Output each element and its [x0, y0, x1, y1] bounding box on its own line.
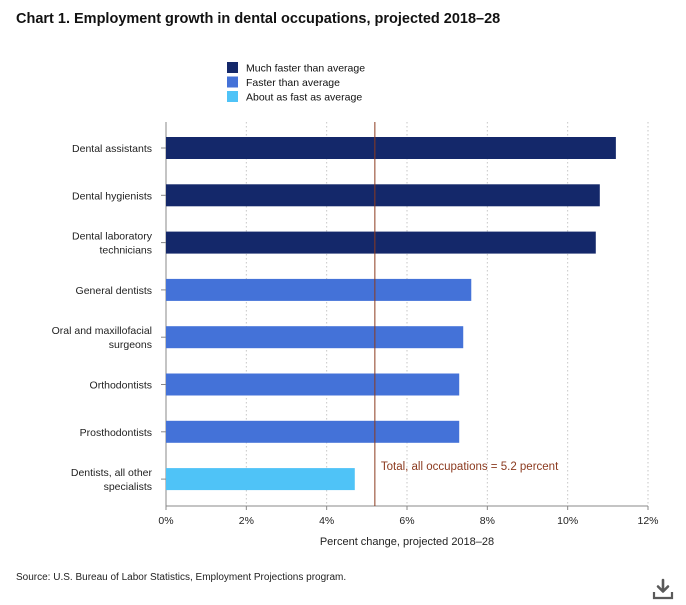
legend-label-3: About as fast as average [246, 92, 362, 104]
legend-label-2: Faster than average [246, 77, 340, 89]
x-tick-label-7: 12% [637, 515, 658, 527]
category-label-5-line-2: surgeons [109, 339, 152, 351]
x-tick-label-4: 6% [399, 515, 414, 527]
category-label-6: Orthodontists [90, 380, 152, 392]
category-label-3-line-1: Dental laboratory [72, 231, 153, 243]
x-tick-label-6: 10% [557, 515, 578, 527]
bar-2 [166, 184, 600, 207]
bar-4 [166, 278, 472, 301]
legend-label-1: Much faster than average [246, 63, 365, 75]
category-labels: Dental assistants Dental hygienists Dental… [52, 143, 153, 493]
category-label-3-line-2: technicians [99, 245, 152, 257]
legend-swatch-1 [227, 62, 238, 73]
category-label-5-line-1: Oral and maxillofacial [52, 325, 152, 337]
category-label-2: Dental hygienists [72, 190, 152, 202]
source-note: Source: U.S. Bureau of Labor Statistics,… [16, 572, 347, 583]
chart-title: Chart 1. Employment growth in dental occ… [16, 11, 501, 27]
bar-3 [166, 231, 596, 254]
download-button[interactable] [652, 578, 674, 600]
x-tick-label-2: 2% [239, 515, 254, 527]
bar-6 [166, 373, 460, 396]
bar-7 [166, 420, 460, 443]
chart-legend: Much faster than average Faster than aver… [227, 62, 365, 104]
x-tick-label-1: 0% [158, 515, 173, 527]
reference-line-label: Total, all occupations = 5.2 percent [381, 461, 559, 473]
bar-8 [166, 468, 355, 491]
legend-swatch-3 [227, 91, 238, 102]
download-icon [652, 578, 674, 600]
reference-line-group: Total, all occupations = 5.2 percent [374, 122, 559, 506]
chart-bars [166, 137, 616, 491]
bar-1 [166, 137, 616, 159]
chart-axes [161, 122, 649, 510]
x-tick-label-5: 8% [480, 515, 495, 527]
x-tick-label-3: 4% [319, 515, 334, 527]
x-axis-label: Percent change, projected 2018–28 [320, 536, 494, 548]
category-label-8-line-1: Dentists, all other [71, 467, 153, 479]
legend-swatch-2 [227, 76, 238, 88]
bar-chart: Much faster than average Faster than aver… [52, 62, 659, 548]
category-label-4: General dentists [76, 285, 152, 297]
chart-grid [245, 122, 649, 506]
category-label-7: Prosthodontists [80, 427, 152, 439]
category-label-8-line-2: specialists [104, 481, 152, 493]
bar-5 [166, 326, 464, 349]
category-label-1: Dental assistants [72, 143, 152, 155]
x-tick-labels: 0% 2% 4% 6% 8% 10% 12% [158, 515, 658, 527]
